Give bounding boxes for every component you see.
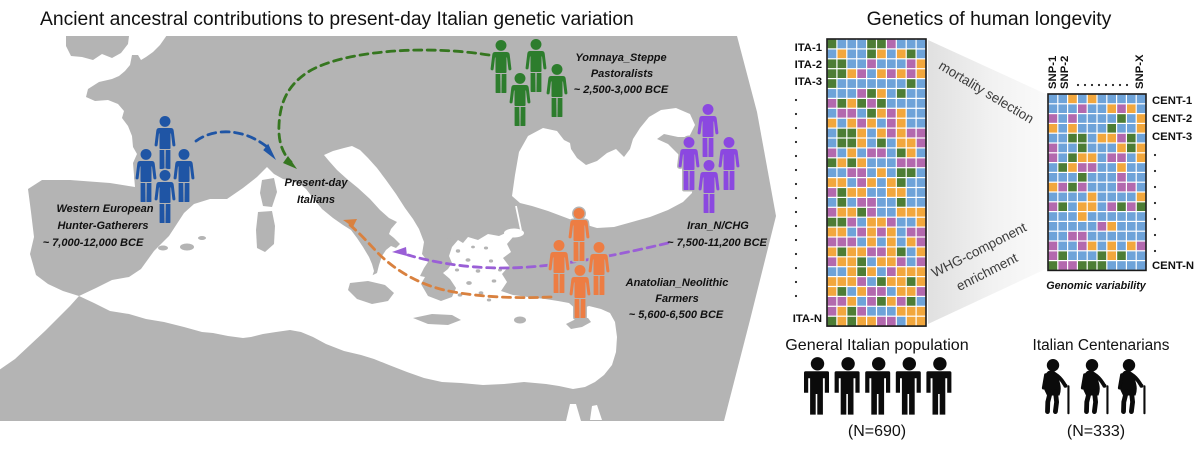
svg-text:Western European: Western European bbox=[57, 203, 154, 215]
svg-text:CENT-N: CENT-N bbox=[1152, 260, 1194, 272]
svg-text:Hunter-Gatherers: Hunter-Gatherers bbox=[57, 220, 148, 232]
svg-text:Yomnaya_Steppe: Yomnaya_Steppe bbox=[575, 52, 666, 64]
svg-text:Present-day: Present-day bbox=[285, 177, 349, 189]
svg-text:ITA-N: ITA-N bbox=[793, 313, 822, 325]
svg-text:CENT-2: CENT-2 bbox=[1152, 113, 1192, 125]
svg-text:ITA-1: ITA-1 bbox=[795, 42, 822, 54]
svg-text:General Italian population: General Italian population bbox=[785, 336, 968, 354]
svg-text:Ancient ancestral contribution: Ancient ancestral contributions to prese… bbox=[40, 9, 634, 30]
svg-text:SNP-1: SNP-1 bbox=[1047, 56, 1059, 89]
svg-text:~ 5,600-6,500 BCE: ~ 5,600-6,500 BCE bbox=[629, 309, 724, 321]
svg-text:(N=333): (N=333) bbox=[1067, 423, 1125, 440]
svg-text:~ 2,500-3,000 BCE: ~ 2,500-3,000 BCE bbox=[574, 84, 669, 96]
svg-text:SNP-X: SNP-X bbox=[1134, 54, 1146, 89]
svg-text:Pastoralists: Pastoralists bbox=[591, 68, 653, 80]
svg-text:Italians: Italians bbox=[297, 194, 335, 206]
svg-text:Iran_N/CHG: Iran_N/CHG bbox=[687, 220, 749, 232]
svg-text:Genetics of human longevity: Genetics of human longevity bbox=[867, 8, 1112, 30]
svg-text:(N=690): (N=690) bbox=[848, 423, 906, 440]
svg-text:SNP-2: SNP-2 bbox=[1059, 56, 1071, 89]
svg-text:CENT-3: CENT-3 bbox=[1152, 131, 1192, 143]
svg-text:ITA-2: ITA-2 bbox=[795, 59, 822, 71]
svg-text:CENT-1: CENT-1 bbox=[1152, 95, 1192, 107]
svg-text:~ 7,000-12,000 BCE: ~ 7,000-12,000 BCE bbox=[43, 237, 144, 249]
svg-text:Genomic variability: Genomic variability bbox=[1046, 280, 1147, 292]
svg-text:Anatolian_Neolithic: Anatolian_Neolithic bbox=[625, 277, 729, 289]
svg-text:Italian Centenarians: Italian Centenarians bbox=[1033, 337, 1170, 354]
svg-text:Farmers: Farmers bbox=[655, 293, 698, 305]
svg-text:~ 7,500-11,200 BCE: ~ 7,500-11,200 BCE bbox=[667, 237, 767, 249]
svg-text:ITA-3: ITA-3 bbox=[795, 76, 822, 88]
